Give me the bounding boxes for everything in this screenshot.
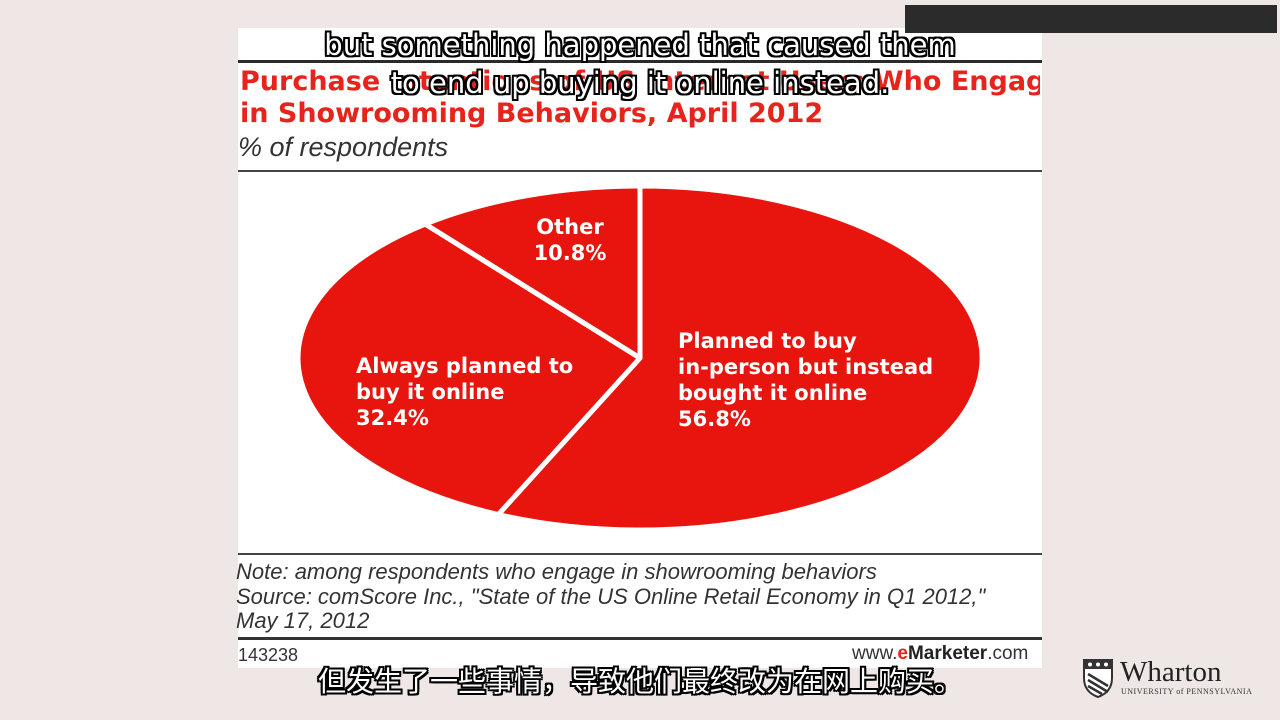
logo-wordmark: Wharton bbox=[1120, 656, 1222, 688]
chart-source-line-1: Source: comScore Inc., "State of the US … bbox=[236, 584, 986, 609]
chart-title-line-1: Purchase Intentions of US Internet Users… bbox=[240, 66, 1040, 97]
subtitle-caption-chinese: 但发生了一些事情，导致他们最终改为在网上购买。 bbox=[317, 665, 962, 698]
slice-label-always-planned-to: Always planned to buy it online 32.4% bbox=[356, 354, 573, 430]
chart-title-line-2: in Showrooming Behaviors, April 2012 bbox=[240, 98, 824, 129]
site-brand-e: e bbox=[897, 643, 908, 664]
subtitle-divider bbox=[238, 170, 1042, 172]
pie-slice-planned-to-buy bbox=[495, 183, 985, 533]
pie-chart: Planned to buy in-person but instead bough… bbox=[295, 183, 985, 533]
site-suffix: .com bbox=[987, 643, 1029, 664]
site-prefix: www. bbox=[852, 643, 898, 664]
chart-note: Note: among respondents who engage in sh… bbox=[236, 559, 877, 584]
pie-slice-other bbox=[422, 183, 643, 361]
chart-subtitle: % of respondents bbox=[238, 132, 449, 162]
top-divider bbox=[238, 60, 1042, 63]
subtitle-caption-english-1: but something happened that caused them bbox=[324, 28, 956, 62]
slice-label-other: Other 10.8% bbox=[534, 215, 607, 265]
logo-subtext: UNIVERSITY of PENNSYLVANIA bbox=[1121, 687, 1253, 696]
wharton-logo: Wharton UNIVERSITY of PENNSYLVANIA bbox=[1082, 656, 1252, 700]
video-overlay-bar bbox=[905, 5, 1277, 33]
site-brand: Marketer bbox=[907, 643, 988, 664]
pie-slice-always-planned-to bbox=[295, 221, 643, 518]
source-bottom-divider bbox=[238, 637, 1042, 640]
chart-bottom-divider bbox=[238, 553, 1042, 555]
site-link[interactable]: www.eMarketer.com bbox=[852, 643, 1028, 665]
chart-id: 143238 bbox=[238, 645, 299, 665]
subtitle-caption-english-2: to end up buying it online instead. bbox=[390, 66, 890, 100]
slice-label-planned-to-buy: Planned to buy in-person but instead bough… bbox=[678, 329, 933, 431]
penn-shield-icon bbox=[1083, 659, 1113, 698]
chart-source-line-2: May 17, 2012 bbox=[236, 608, 370, 633]
